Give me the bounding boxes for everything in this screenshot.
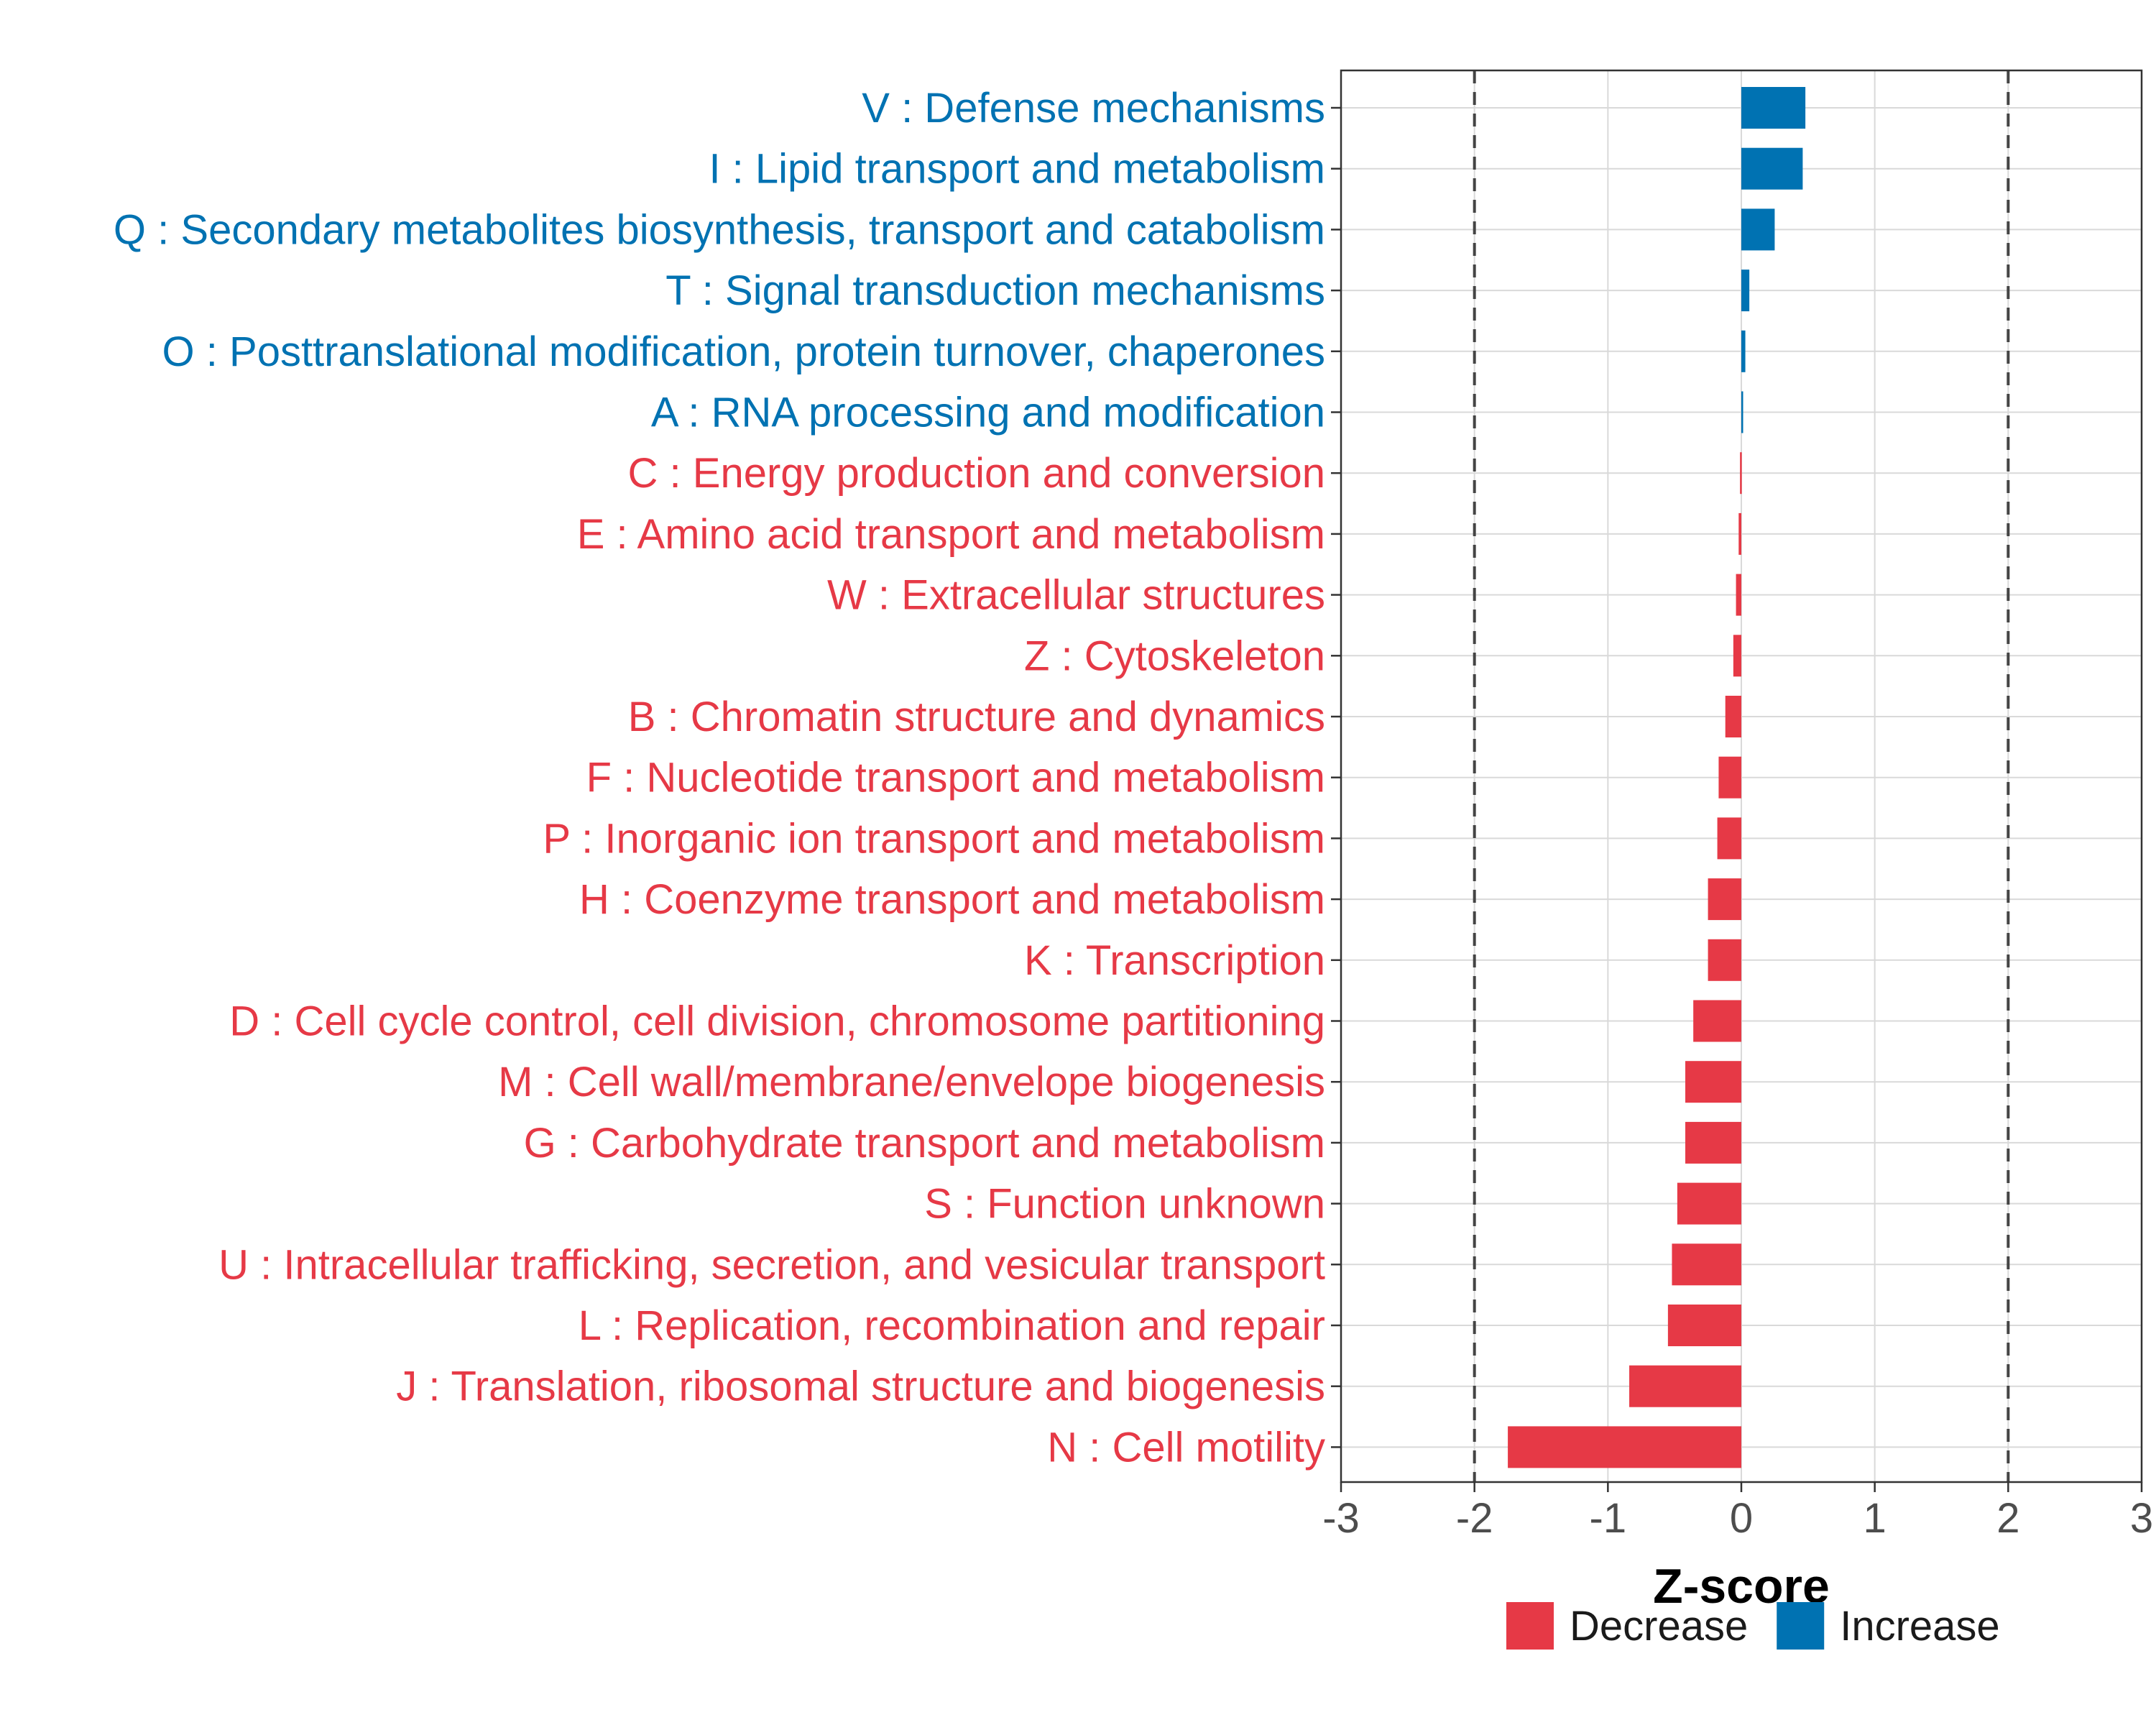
category-label: G : Carbohydrate transport and metabolis… <box>524 1120 1325 1167</box>
bar-o <box>1741 330 1746 372</box>
category-label: P : Inorganic ion transport and metaboli… <box>543 815 1325 862</box>
category-label: Q : Secondary metabolites biosynthesis, … <box>114 206 1325 253</box>
bar-i <box>1741 147 1803 190</box>
legend-swatch-increase <box>1777 1602 1825 1650</box>
category-label: U : Intracellular trafficking, secretion… <box>218 1241 1325 1288</box>
legend: Decrease Increase <box>1506 1602 2000 1650</box>
y-axis-ticks <box>1331 106 1341 1448</box>
category-labels: V : Defense mechanisms I : Lipid transpor… <box>114 85 1325 1471</box>
category-label: B : Chromatin structure and dynamics <box>628 694 1325 740</box>
bar-n <box>1508 1426 1741 1468</box>
bar-v <box>1741 87 1806 129</box>
bar-u <box>1672 1243 1741 1286</box>
bar-m <box>1685 1061 1741 1103</box>
category-label: Z : Cytoskeleton <box>1024 632 1325 679</box>
category-label: C : Energy production and conversion <box>628 450 1325 497</box>
x-tick-label: -3 <box>1322 1495 1360 1542</box>
bar-h <box>1708 878 1741 921</box>
category-label: D : Cell cycle control, cell division, c… <box>229 998 1325 1045</box>
reference-lines <box>1473 70 2010 1482</box>
category-label: O : Posttranslational modification, prot… <box>162 328 1325 375</box>
category-label: W : Extracellular structures <box>827 572 1325 619</box>
bars <box>1508 87 1806 1468</box>
bar-t <box>1741 270 1750 312</box>
category-label: V : Defense mechanisms <box>862 85 1325 132</box>
bar-q <box>1741 208 1775 251</box>
category-label: M : Cell wall/membrane/envelope biogenes… <box>498 1059 1325 1105</box>
bar-a <box>1741 391 1743 433</box>
bar-g <box>1685 1121 1741 1164</box>
bar-f <box>1718 756 1741 799</box>
x-axis-ticks: -3 -2 -1 0 1 2 3 <box>1322 1482 2153 1542</box>
legend-swatch-decrease <box>1506 1602 1554 1650</box>
x-tick-label: -2 <box>1456 1495 1493 1542</box>
legend-label-decrease: Decrease <box>1570 1603 1748 1650</box>
x-tick-label: -1 <box>1590 1495 1627 1542</box>
category-label: T : Signal transduction mechanisms <box>665 267 1325 314</box>
bar-l <box>1667 1305 1741 1346</box>
category-label: F : Nucleotide transport and metabolism <box>586 755 1325 801</box>
bar-b <box>1725 696 1741 737</box>
x-tick-label: 0 <box>1730 1495 1753 1542</box>
x-tick-label: 2 <box>1996 1495 2019 1542</box>
category-label: E : Amino acid transport and metabolism <box>577 511 1325 558</box>
category-label: N : Cell motility <box>1047 1424 1325 1471</box>
category-label: J : Translation, ribosomal structure and… <box>396 1363 1325 1410</box>
bar-p <box>1717 817 1741 860</box>
bar-j <box>1629 1365 1741 1407</box>
x-tick-label: 3 <box>2130 1495 2153 1542</box>
bar-c <box>1740 452 1742 494</box>
category-label: I : Lipid transport and metabolism <box>709 146 1325 193</box>
bar-d <box>1693 1000 1741 1042</box>
category-label: K : Transcription <box>1024 937 1325 984</box>
x-tick-label: 1 <box>1864 1495 1886 1542</box>
bar-z <box>1733 635 1741 677</box>
bar-s <box>1677 1182 1741 1225</box>
bar-e <box>1738 512 1741 555</box>
bar-w <box>1736 574 1741 616</box>
category-label: A : RNA processing and modification <box>651 390 1325 436</box>
legend-label-increase: Increase <box>1840 1603 1999 1650</box>
category-label: S : Function unknown <box>924 1181 1325 1228</box>
bar-k <box>1708 939 1741 981</box>
category-label: L : Replication, recombination and repai… <box>579 1302 1325 1349</box>
category-label: H : Coenzyme transport and metabolism <box>579 876 1325 923</box>
